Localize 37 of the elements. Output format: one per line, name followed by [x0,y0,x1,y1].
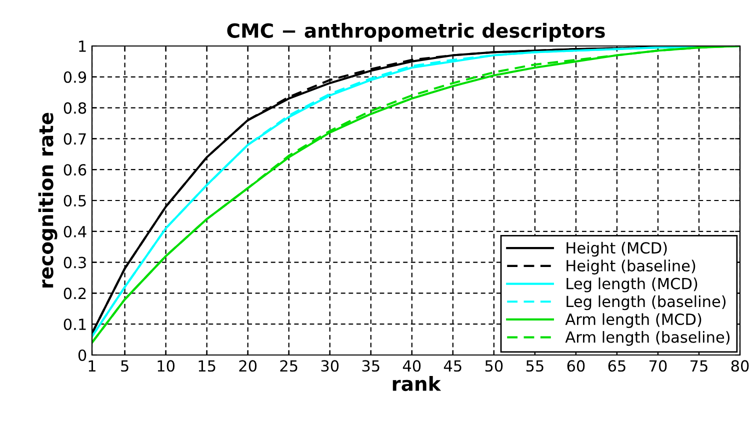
x-tick-label: 1 [88,360,96,372]
x-tick-label: 65 [608,360,626,372]
y-tick-label: 0.1 [64,318,86,330]
chart-title: CMC − anthropometric descriptors [227,22,605,42]
y-axis-title: recognition rate [38,112,58,288]
y-tick-label: 0.4 [64,226,86,238]
x-tick-label: 30 [321,360,339,372]
x-tick-label: 40 [402,360,421,372]
x-tick-label: 5 [121,360,128,372]
x-tick-label: 60 [567,360,585,372]
y-tick-label: 0.6 [64,164,86,176]
x-tick-label: 45 [444,360,462,372]
legend-label: Leg length (baseline) [566,295,726,310]
x-tick-label: 55 [526,360,544,372]
x-tick-label: 75 [690,360,708,372]
y-tick-label: 0.8 [64,102,86,114]
x-tick-label: 10 [158,360,175,372]
x-tick-label: 70 [650,360,667,372]
y-tick-label: 1 [79,40,86,52]
y-tick-label: 0.5 [64,194,86,207]
y-tick-label: 0.7 [64,133,86,145]
legend-label: Arm length (baseline) [565,331,730,346]
x-tick-label: 50 [485,360,503,372]
x-tick-label: 25 [280,360,298,372]
x-axis-title: rank [392,376,442,392]
y-tick-label: 0 [78,349,86,362]
y-tick-label: 0.3 [64,256,86,268]
x-tick-label: 80 [731,360,749,372]
y-tick-label: 0.9 [64,71,86,83]
legend-label: Arm length (MCD) [565,313,702,328]
legend-label: Height (MCD) [566,242,667,257]
x-tick-label: 15 [198,360,216,372]
x-tick-label: 35 [362,360,380,372]
legend-label: Height (baseline) [566,260,696,274]
y-tick-label: 0.2 [64,288,86,300]
x-tick-label: 20 [239,360,257,372]
legend-label: Leg length (MCD) [566,278,698,292]
